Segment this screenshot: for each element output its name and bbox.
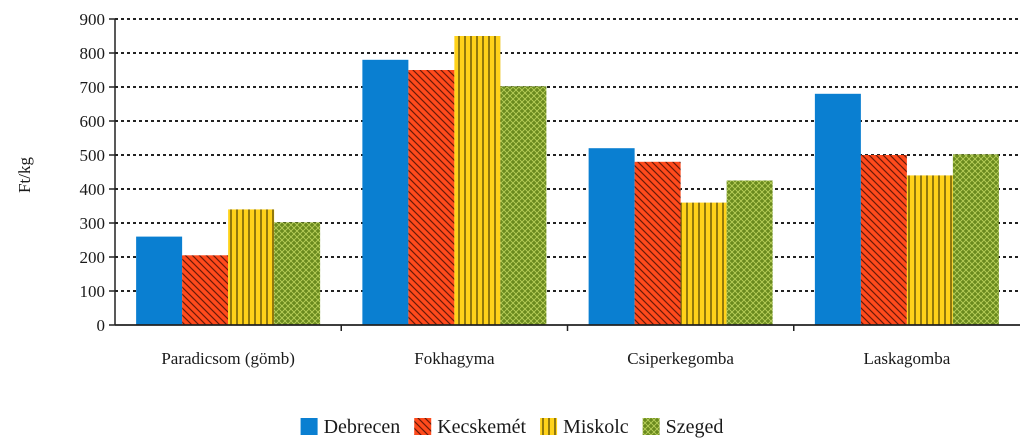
y-axis-label: Ft/kg [15, 157, 34, 193]
bar-kecskemet [182, 255, 229, 325]
bar-miskolc [454, 36, 501, 325]
y-tick-label: 900 [80, 10, 106, 29]
y-tick-label: 600 [80, 112, 106, 131]
bar-kecskemet [860, 155, 907, 325]
legend-swatch [540, 418, 558, 435]
y-tick-label: 400 [80, 180, 106, 199]
axes [109, 18, 1020, 331]
legend-swatch [642, 418, 660, 435]
legend-item: Szeged [642, 416, 724, 438]
bar-debrecen [588, 148, 635, 325]
y-tick-label: 800 [80, 44, 106, 63]
y-tick-label: 0 [97, 316, 106, 335]
bar-kecskemet [634, 161, 681, 325]
x-category-label: Paradicsom (gömb) [161, 349, 295, 368]
legend-swatch [414, 418, 432, 435]
bar-miskolc [228, 209, 275, 325]
bars [136, 36, 999, 326]
legend-swatch [300, 418, 318, 435]
y-tick-label: 300 [80, 214, 106, 233]
bar-szeged [500, 86, 547, 325]
bar-debrecen [362, 59, 409, 326]
legend-item: Miskolc [540, 416, 629, 438]
bar-szeged [274, 222, 321, 325]
legend: Debrecen Kecskemét Miskolc Szeged [300, 416, 724, 438]
bar-miskolc [680, 202, 727, 325]
legend-label: Szeged [666, 416, 724, 438]
y-tick-label: 100 [80, 282, 106, 301]
bar-debrecen [814, 93, 861, 325]
y-tick-label: 200 [80, 248, 106, 267]
y-tick-label: 500 [80, 146, 106, 165]
bar-miskolc [906, 175, 953, 325]
y-tick-label: 700 [80, 78, 106, 97]
axis-labels: 0 100 200 300 400 500 600 700 800 900 Paradicsom (… [80, 10, 951, 368]
x-category-label: Csiperkegomba [627, 349, 734, 368]
legend-item: Kecskemét [414, 416, 527, 438]
x-category-label: Laskagomba [863, 349, 950, 368]
bar-kecskemet [408, 70, 455, 325]
legend-label: Kecskemét [437, 416, 526, 438]
legend-item: Debrecen [300, 416, 401, 438]
bar-szeged [726, 180, 773, 325]
bar-debrecen [136, 236, 183, 325]
legend-label: Debrecen [324, 416, 401, 438]
x-category-label: Fokhagyma [414, 349, 495, 368]
bar-szeged [952, 154, 999, 325]
legend-label: Miskolc [563, 416, 629, 438]
